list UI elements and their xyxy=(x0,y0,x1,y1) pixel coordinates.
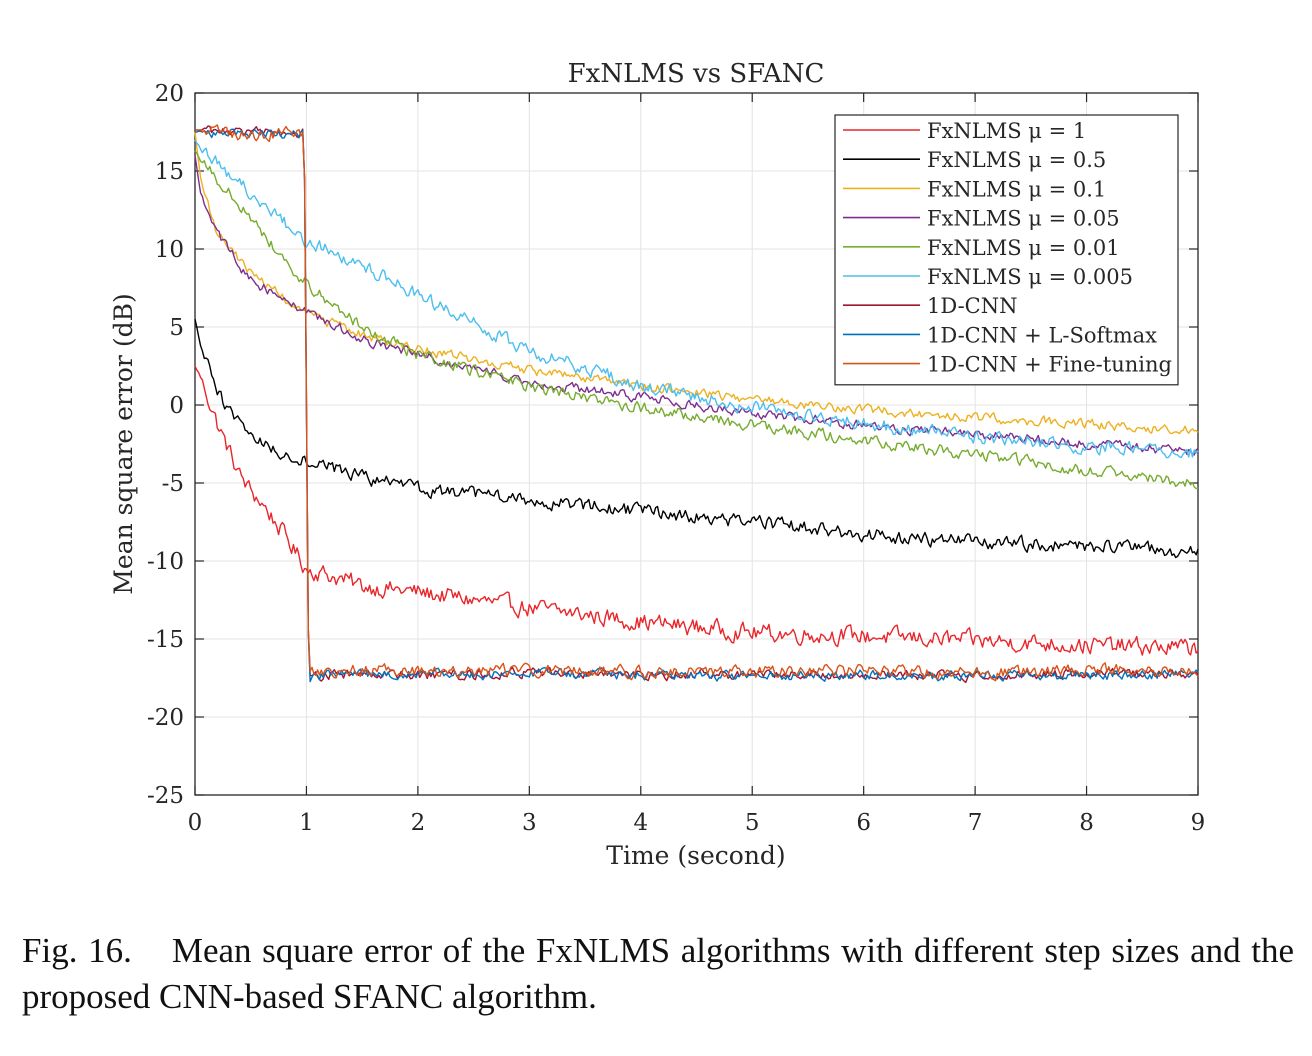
y-tick-label: -5 xyxy=(162,471,184,497)
x-tick-label: 0 xyxy=(188,810,203,836)
plot-area-frame xyxy=(194,92,1199,796)
y-tick-label: -25 xyxy=(147,783,184,809)
mse-line-chart: FxNLMS vs SFANC 0 1 2 3 4 5 6 7 8 9 20 15 10 5 0 -5 -10 -… xyxy=(109,59,1205,870)
series-line-5 xyxy=(194,150,1199,490)
x-tick-label: 2 xyxy=(411,810,426,836)
x-tick-label: 8 xyxy=(1079,810,1094,836)
y-tick-label: -10 xyxy=(147,549,184,575)
x-tick-label: 6 xyxy=(856,810,871,836)
legend: FxNLMS μ = 1 FxNLMS μ = 0.5 FxNLMS μ = 0.1… xyxy=(834,114,1179,386)
x-tick-label: 7 xyxy=(968,810,983,836)
series-line-3 xyxy=(194,131,1199,435)
legend-entry-label: 1D-CNN + L-Softmax xyxy=(927,323,1157,347)
y-tick-label: 20 xyxy=(155,81,184,107)
series-lines xyxy=(194,124,1199,684)
y-tick-label: 15 xyxy=(155,159,184,185)
y-tick-label: 0 xyxy=(169,393,184,419)
legend-entry-label: 1D-CNN xyxy=(927,294,1018,318)
y-tick-label: -20 xyxy=(147,705,184,731)
series-line-9 xyxy=(194,124,1199,682)
y-tick-label: 10 xyxy=(155,237,184,263)
x-tick-label: 3 xyxy=(522,810,537,836)
legend-entry-label: FxNLMS μ = 0.05 xyxy=(927,207,1120,231)
axis-ticks: 0 1 2 3 4 5 6 7 8 9 20 15 10 5 0 -5 -10 -15 -20 -25 xyxy=(147,81,1205,836)
x-axis-label: Time (second) xyxy=(606,841,785,870)
series-line-1 xyxy=(194,365,1199,656)
y-axis-label: Mean square error (dB) xyxy=(109,293,138,594)
x-tick-label: 5 xyxy=(745,810,760,836)
legend-entry-label: 1D-CNN + Fine-tuning xyxy=(927,353,1172,377)
y-tick-label: 5 xyxy=(169,315,184,341)
y-tick-label: -15 xyxy=(147,627,184,653)
series-line-2 xyxy=(194,319,1199,559)
legend-entry-label: FxNLMS μ = 0.01 xyxy=(927,236,1120,260)
series-line-6 xyxy=(194,139,1199,459)
chart-title: FxNLMS vs SFANC xyxy=(568,59,825,89)
legend-entry-label: FxNLMS μ = 0.005 xyxy=(927,265,1133,289)
series-line-4 xyxy=(194,155,1199,456)
figure-caption: Fig. 16. Mean square error of the FxNLMS … xyxy=(22,928,1294,1020)
legend-entry-label: FxNLMS μ = 0.1 xyxy=(927,177,1106,201)
x-tick-label: 4 xyxy=(633,810,648,836)
legend-entry-label: FxNLMS μ = 0.5 xyxy=(927,148,1106,172)
x-tick-label: 1 xyxy=(299,810,314,836)
figure-label: Fig. 16. xyxy=(22,931,132,970)
x-tick-label: 9 xyxy=(1191,810,1206,836)
caption-text: Mean square error of the FxNLMS algorith… xyxy=(22,931,1294,1016)
series-line-8 xyxy=(194,128,1199,683)
legend-entry-label: FxNLMS μ = 1 xyxy=(927,119,1086,143)
